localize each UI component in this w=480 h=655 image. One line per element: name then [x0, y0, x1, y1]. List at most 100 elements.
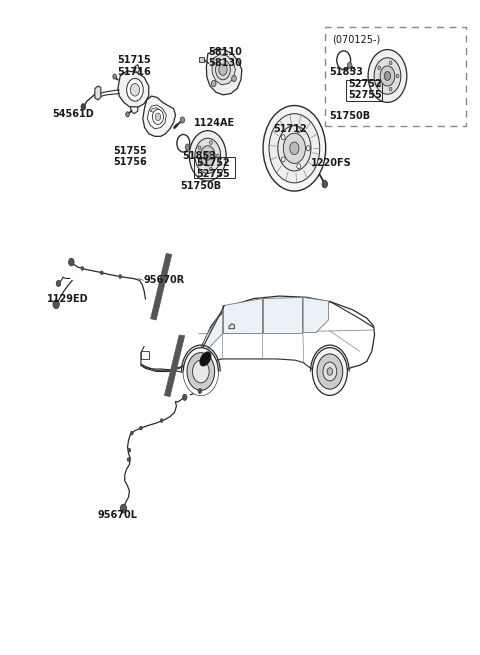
Circle shape: [297, 164, 300, 169]
Text: 1124AE: 1124AE: [194, 117, 235, 128]
Circle shape: [389, 87, 392, 91]
Circle shape: [269, 114, 320, 183]
Circle shape: [290, 142, 299, 155]
Circle shape: [120, 504, 127, 513]
Text: 1129ED: 1129ED: [48, 294, 89, 304]
Text: 95670R: 95670R: [143, 275, 184, 286]
Circle shape: [380, 66, 395, 86]
Circle shape: [378, 83, 381, 86]
Circle shape: [323, 362, 337, 381]
Circle shape: [281, 157, 285, 162]
Circle shape: [368, 50, 407, 102]
Polygon shape: [151, 253, 172, 320]
Polygon shape: [198, 305, 231, 356]
Circle shape: [389, 61, 392, 65]
Polygon shape: [206, 50, 242, 95]
Circle shape: [384, 71, 391, 81]
Circle shape: [183, 348, 218, 396]
Bar: [141, 351, 149, 359]
Circle shape: [278, 126, 311, 171]
Circle shape: [127, 79, 143, 101]
Circle shape: [192, 360, 209, 383]
Circle shape: [198, 162, 201, 166]
Circle shape: [195, 138, 221, 174]
Bar: [346, 80, 382, 101]
Polygon shape: [95, 86, 101, 100]
Text: 51750B: 51750B: [329, 111, 370, 121]
Text: 51712: 51712: [273, 124, 307, 134]
Circle shape: [209, 141, 212, 145]
Circle shape: [126, 112, 130, 117]
Circle shape: [211, 81, 216, 86]
Circle shape: [306, 146, 310, 151]
Circle shape: [182, 394, 187, 400]
Text: 51750B: 51750B: [180, 181, 221, 191]
Circle shape: [128, 448, 131, 452]
Text: 51853: 51853: [182, 151, 216, 161]
Polygon shape: [229, 324, 234, 329]
Circle shape: [69, 258, 74, 266]
Circle shape: [81, 103, 85, 110]
Polygon shape: [147, 105, 166, 129]
Text: 51715
51716: 51715 51716: [117, 55, 151, 77]
Text: (070125-): (070125-): [332, 35, 381, 45]
Bar: [199, 57, 204, 62]
Circle shape: [180, 117, 185, 123]
Polygon shape: [133, 65, 140, 72]
Polygon shape: [263, 297, 302, 333]
Circle shape: [131, 431, 133, 435]
Text: 58110
58130: 58110 58130: [208, 47, 242, 67]
Circle shape: [187, 352, 215, 390]
Polygon shape: [150, 107, 160, 114]
Circle shape: [127, 458, 130, 461]
Circle shape: [113, 74, 117, 79]
Circle shape: [153, 109, 164, 124]
Text: 51755
51756: 51755 51756: [113, 146, 147, 167]
Circle shape: [281, 135, 285, 140]
Circle shape: [374, 58, 401, 94]
Text: 51752
52755: 51752 52755: [197, 158, 230, 179]
Circle shape: [209, 167, 212, 171]
Circle shape: [189, 131, 226, 181]
Circle shape: [204, 151, 211, 160]
Circle shape: [317, 354, 343, 389]
Circle shape: [185, 144, 190, 150]
Circle shape: [155, 113, 161, 121]
Circle shape: [297, 128, 300, 133]
Bar: [325, 27, 466, 126]
Circle shape: [312, 348, 348, 396]
Circle shape: [348, 62, 352, 68]
Circle shape: [219, 64, 227, 75]
Circle shape: [216, 154, 219, 158]
Circle shape: [81, 267, 84, 271]
Circle shape: [140, 426, 142, 430]
Circle shape: [378, 66, 381, 69]
Circle shape: [396, 74, 399, 78]
Circle shape: [216, 60, 230, 80]
Circle shape: [232, 75, 236, 82]
Circle shape: [200, 146, 215, 166]
Bar: [194, 157, 235, 178]
Polygon shape: [303, 297, 328, 333]
Circle shape: [263, 105, 326, 191]
Polygon shape: [212, 54, 235, 84]
Ellipse shape: [200, 352, 211, 366]
Text: 1220FS: 1220FS: [312, 158, 352, 168]
Circle shape: [131, 84, 140, 96]
Circle shape: [198, 388, 202, 394]
Circle shape: [322, 180, 327, 188]
Polygon shape: [223, 298, 262, 333]
Polygon shape: [143, 96, 176, 136]
Text: 52752
52755: 52752 52755: [348, 79, 382, 100]
Circle shape: [198, 146, 201, 149]
Circle shape: [56, 280, 61, 287]
Circle shape: [283, 133, 305, 163]
Circle shape: [53, 300, 60, 309]
Text: 95670L: 95670L: [97, 510, 137, 520]
Circle shape: [160, 419, 163, 422]
Polygon shape: [183, 371, 218, 396]
Polygon shape: [118, 71, 149, 107]
Circle shape: [119, 274, 121, 278]
Text: 54561D: 54561D: [52, 109, 94, 119]
Circle shape: [327, 367, 333, 375]
